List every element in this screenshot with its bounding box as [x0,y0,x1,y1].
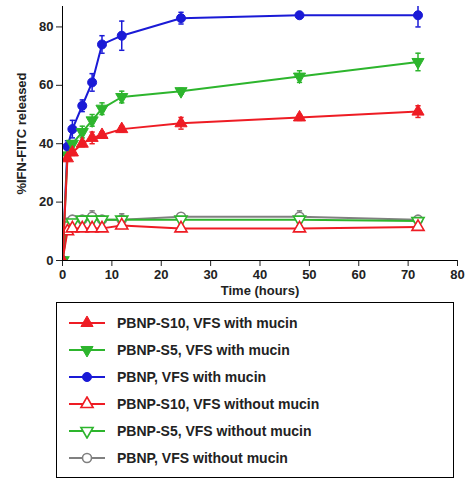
svg-text:Time (hours): Time (hours) [221,283,300,298]
svg-text:50: 50 [302,267,316,282]
svg-text:%IFN-FITC released: %IFN-FITC released [14,72,29,194]
html-text:PBNP-S5, VFS with mucin: PBNP-S5, VFS with mucin [117,341,290,358]
svg-text:40: 40 [253,267,267,282]
svg-text:60: 60 [352,267,366,282]
svg-text:30: 30 [203,267,217,282]
html-text:PBNP-S10, VFS with mucin: PBNP-S10, VFS with mucin [117,314,298,331]
svg-text:0: 0 [59,267,66,282]
svg-text:80: 80 [39,19,53,34]
html-text:PBNP, VFS with mucin: PBNP, VFS with mucin [117,368,267,385]
html-text:PBNP-S5, VFS without mucin: PBNP-S5, VFS without mucin [117,422,312,439]
svg-text:10: 10 [105,267,119,282]
svg-text:60: 60 [39,77,53,92]
html-text:PBNP-S10, VFS without mucin: PBNP-S10, VFS without mucin [117,395,320,412]
svg-text:70: 70 [401,267,415,282]
svg-text:0: 0 [46,253,53,268]
svg-text:20: 20 [39,194,53,209]
svg-text:40: 40 [39,136,53,151]
svg-text:80: 80 [450,267,464,282]
html-text:PBNP, VFS without mucin: PBNP, VFS without mucin [117,449,288,466]
svg-text:20: 20 [154,267,168,282]
